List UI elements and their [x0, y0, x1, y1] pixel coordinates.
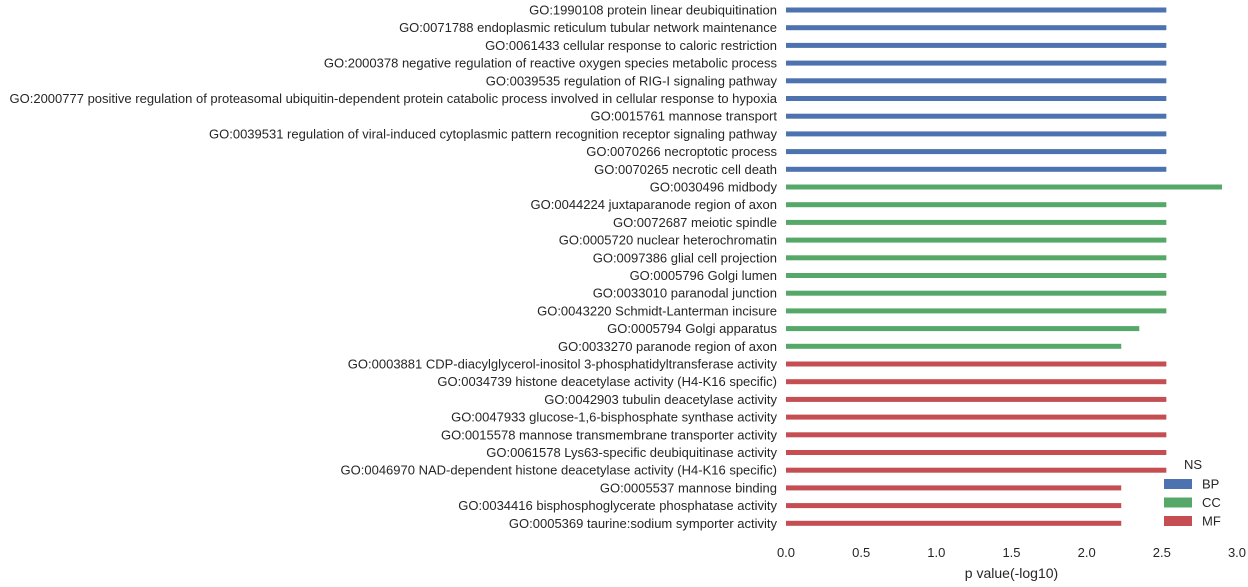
bar: [786, 219, 1167, 225]
bars-layer: [786, 7, 1222, 526]
category-label: GO:0005720 nuclear heterochromatin: [559, 233, 777, 248]
category-label: GO:0005369 taurine:sodium symporter acti…: [509, 516, 778, 531]
category-label: GO:0034416 bisphosphoglycerate phosphata…: [458, 498, 777, 513]
x-tick-label: 1.0: [927, 545, 945, 560]
bar: [786, 432, 1167, 438]
category-label: GO:0005794 Golgi apparatus: [607, 321, 777, 336]
category-label: GO:0034739 histone deacetylase activity …: [437, 374, 777, 389]
bar: [786, 149, 1167, 155]
category-label: GO:2000378 negative regulation of reacti…: [324, 56, 778, 71]
bar: [786, 343, 1122, 349]
bar: [786, 78, 1167, 84]
bar: [786, 60, 1167, 66]
x-tick-label: 2.5: [1153, 545, 1171, 560]
category-label: GO:0030496 midbody: [650, 180, 778, 195]
x-tick-label: 2.0: [1078, 545, 1096, 560]
bar: [786, 25, 1167, 31]
category-label: GO:0015578 mannose transmembrane transpo…: [441, 427, 778, 442]
category-label: GO:0070265 necrotic cell death: [594, 162, 777, 177]
bar: [786, 361, 1167, 367]
bar: [786, 308, 1167, 314]
x-tick-label: 0.5: [852, 545, 870, 560]
legend-title: NS: [1184, 457, 1202, 472]
legend-label: CC: [1202, 495, 1221, 510]
category-label: GO:0071788 endoplasmic reticulum tubular…: [399, 20, 777, 35]
category-label: GO:0061578 Lys63-specific deubiquitinase…: [486, 445, 777, 460]
bar: [786, 255, 1167, 261]
x-tick-label: 1.5: [1002, 545, 1020, 560]
category-label: GO:0061433 cellular response to caloric …: [485, 38, 777, 53]
category-label: GO:0039531 regulation of viral-induced c…: [209, 126, 777, 141]
bar: [786, 113, 1167, 119]
bar: [786, 166, 1167, 172]
x-axis-ticks: 0.0 0.5 1.0 1.5 2.0 2.5 3.0: [777, 545, 1246, 560]
bar: [786, 467, 1167, 473]
category-label: GO:0005796 Golgi lumen: [630, 268, 777, 283]
category-label: GO:0047933 glucose-1,6-bisphosphate synt…: [451, 410, 777, 425]
bar: [786, 379, 1167, 385]
legend: NS BP CC MF: [1164, 457, 1221, 529]
category-labels: GO:1990108 protein linear deubiquitinati…: [10, 3, 778, 531]
bar: [786, 237, 1167, 243]
bar: [786, 396, 1167, 402]
category-label: GO:0003881 CDP-diacylglycerol-inositol 3…: [348, 357, 778, 372]
legend-swatch: [1164, 479, 1192, 489]
bar: [786, 131, 1167, 137]
category-label: GO:0039535 regulation of RIG-I signaling…: [486, 73, 778, 88]
legend-label: BP: [1202, 477, 1219, 492]
bar: [786, 450, 1167, 455]
category-label: GO:0070266 necroptotic process: [586, 144, 777, 159]
bar: [786, 290, 1167, 296]
bar: [786, 326, 1140, 332]
category-label: GO:1990108 protein linear deubiquitinati…: [529, 3, 777, 18]
x-axis-title: p value(-log10): [965, 565, 1058, 581]
category-label: GO:2000777 positive regulation of protea…: [10, 91, 778, 106]
category-label: GO:0033270 paranode region of axon: [558, 339, 777, 354]
bar: [786, 42, 1167, 48]
bar: [786, 7, 1167, 13]
category-label: GO:0033010 paranodal junction: [593, 286, 777, 301]
bar: [786, 414, 1167, 420]
legend-swatch: [1164, 497, 1192, 508]
category-label: GO:0005537 mannose binding: [600, 480, 777, 495]
x-tick-label: 3.0: [1228, 545, 1246, 560]
category-label: GO:0015761 mannose transport: [591, 109, 778, 124]
bar: [786, 202, 1167, 208]
category-label: GO:0046970 NAD-dependent histone deacety…: [341, 463, 777, 478]
category-label: GO:0072687 meiotic spindle: [613, 215, 777, 230]
category-label: GO:0097386 glial cell projection: [593, 250, 777, 265]
bar: [786, 96, 1167, 101]
x-tick-label: 0.0: [777, 545, 795, 560]
bar: [786, 503, 1122, 509]
legend-swatch: [1164, 516, 1192, 526]
bar: [786, 184, 1222, 190]
bar: [786, 485, 1122, 491]
legend-label: MF: [1202, 514, 1221, 529]
bar: [786, 520, 1122, 526]
category-label: GO:0044224 juxtaparanode region of axon: [531, 197, 777, 212]
category-label: GO:0042903 tubulin deacetylase activity: [544, 392, 777, 407]
bar: [786, 273, 1167, 278]
category-label: GO:0043220 Schmidt-Lanterman incisure: [537, 303, 777, 318]
